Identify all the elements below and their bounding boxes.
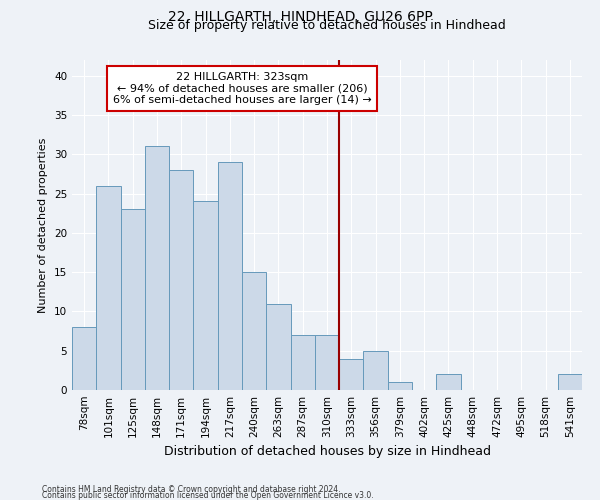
Bar [315, 335, 339, 390]
Text: Contains HM Land Registry data © Crown copyright and database right 2024.: Contains HM Land Registry data © Crown c… [42, 484, 341, 494]
X-axis label: Distribution of detached houses by size in Hindhead: Distribution of detached houses by size … [163, 446, 491, 458]
Bar [266, 304, 290, 390]
Bar [96, 186, 121, 390]
Bar [169, 170, 193, 390]
Text: Contains public sector information licensed under the Open Government Licence v3: Contains public sector information licen… [42, 490, 374, 500]
Bar [436, 374, 461, 390]
Bar [145, 146, 169, 390]
Y-axis label: Number of detached properties: Number of detached properties [38, 138, 49, 312]
Bar [193, 202, 218, 390]
Text: 22, HILLGARTH, HINDHEAD, GU26 6PP: 22, HILLGARTH, HINDHEAD, GU26 6PP [167, 10, 433, 24]
Bar [339, 358, 364, 390]
Title: Size of property relative to detached houses in Hindhead: Size of property relative to detached ho… [148, 20, 506, 32]
Bar [121, 210, 145, 390]
Bar [364, 350, 388, 390]
Bar [72, 327, 96, 390]
Bar [218, 162, 242, 390]
Text: 22 HILLGARTH: 323sqm
← 94% of detached houses are smaller (206)
6% of semi-detac: 22 HILLGARTH: 323sqm ← 94% of detached h… [113, 72, 371, 105]
Bar [242, 272, 266, 390]
Bar [388, 382, 412, 390]
Bar [558, 374, 582, 390]
Bar [290, 335, 315, 390]
